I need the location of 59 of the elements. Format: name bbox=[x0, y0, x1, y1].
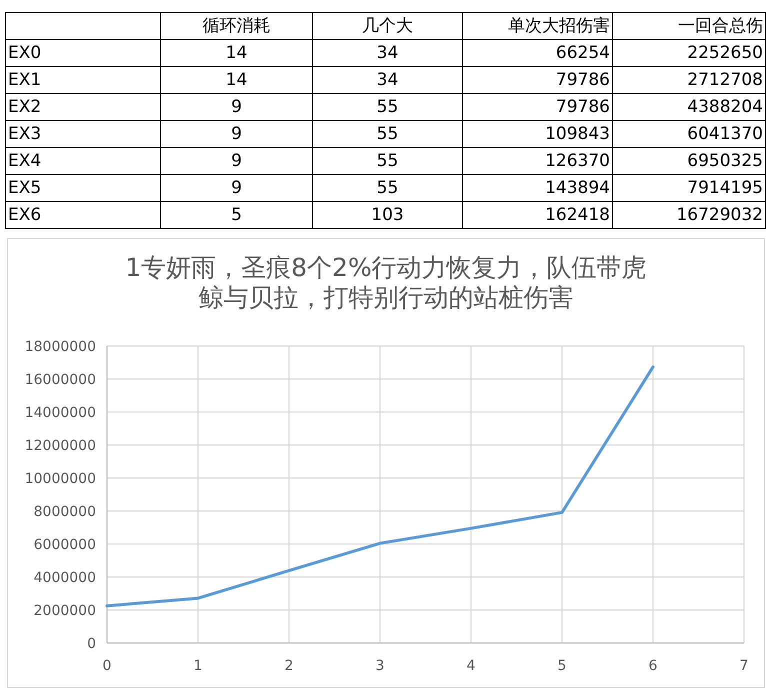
data-label: 9 bbox=[160, 148, 312, 174]
chart-title: 1专妍雨，圣痕8个2%行动力恢复力，队伍带虎鲸与贝拉，打特别行动的站桩伤害 bbox=[124, 253, 648, 313]
x-tick-label: 6 bbox=[648, 658, 658, 674]
category-label: EX4 bbox=[6, 148, 160, 174]
data-label: 9 bbox=[160, 94, 312, 120]
data-label: 66254 bbox=[462, 40, 612, 66]
y-tick-label: 10000000 bbox=[24, 471, 96, 487]
data-label: 34 bbox=[312, 40, 462, 66]
data-label: 2712708 bbox=[612, 66, 766, 94]
category-label: EX6 bbox=[6, 202, 160, 228]
data-label: 4388204 bbox=[612, 94, 766, 120]
data-label: 7914195 bbox=[612, 174, 766, 202]
x-tick-label: 3 bbox=[376, 658, 384, 674]
text: 单次大招伤害 bbox=[462, 12, 612, 40]
y-tick-label: 12000000 bbox=[24, 438, 96, 454]
line-series bbox=[106, 365, 654, 608]
data-label: 55 bbox=[312, 120, 462, 148]
x-tick-label: 4 bbox=[466, 658, 476, 674]
data-label: 55 bbox=[312, 94, 462, 120]
data-label: 5 bbox=[160, 202, 312, 228]
data-label: 79786 bbox=[462, 94, 612, 120]
x-tick-label: 1 bbox=[194, 658, 202, 674]
data-label: 9 bbox=[160, 174, 312, 202]
y-tick-label: 16000000 bbox=[24, 372, 96, 388]
x-tick-label: 0 bbox=[102, 658, 112, 674]
data-label: 6041370 bbox=[612, 120, 766, 148]
y-tick-label: 0 bbox=[87, 636, 96, 652]
data-label: 14 bbox=[160, 66, 312, 94]
y-tick-label: 18000000 bbox=[24, 339, 96, 355]
data-label: 55 bbox=[312, 174, 462, 202]
x-tick-label: 7 bbox=[740, 658, 748, 674]
category-label: EX2 bbox=[6, 94, 160, 120]
category-label: EX5 bbox=[6, 174, 160, 202]
category-label: EX3 bbox=[6, 120, 160, 148]
data-label: 109843 bbox=[462, 120, 612, 148]
data-label: 79786 bbox=[462, 66, 612, 94]
y-tick-label: 14000000 bbox=[24, 405, 96, 421]
y-tick-label: 2000000 bbox=[34, 603, 96, 619]
data-label: 6950325 bbox=[612, 148, 766, 174]
category-label: EX0 bbox=[6, 40, 160, 66]
data-label: 16729032 bbox=[612, 202, 766, 228]
y-tick-label: 8000000 bbox=[34, 504, 96, 520]
data-label: 34 bbox=[312, 66, 462, 94]
text: 循环消耗 bbox=[160, 12, 312, 40]
data-label: 103 bbox=[312, 202, 462, 228]
text: 一回合总伤 bbox=[612, 12, 766, 40]
text: 几个大 bbox=[312, 12, 462, 40]
y-tick-label: 4000000 bbox=[34, 570, 96, 586]
data-label: 162418 bbox=[462, 202, 612, 228]
y-tick-label: 6000000 bbox=[34, 537, 96, 553]
category-label: EX1 bbox=[6, 66, 160, 94]
data-label: 9 bbox=[160, 120, 312, 148]
data-label: 14 bbox=[160, 40, 312, 66]
data-label: 126370 bbox=[462, 148, 612, 174]
x-tick-label: 5 bbox=[558, 658, 566, 674]
x-tick-label: 2 bbox=[284, 658, 294, 674]
data-label: 143894 bbox=[462, 174, 612, 202]
data-label: 55 bbox=[312, 148, 462, 174]
data-label: 2252650 bbox=[612, 40, 766, 66]
